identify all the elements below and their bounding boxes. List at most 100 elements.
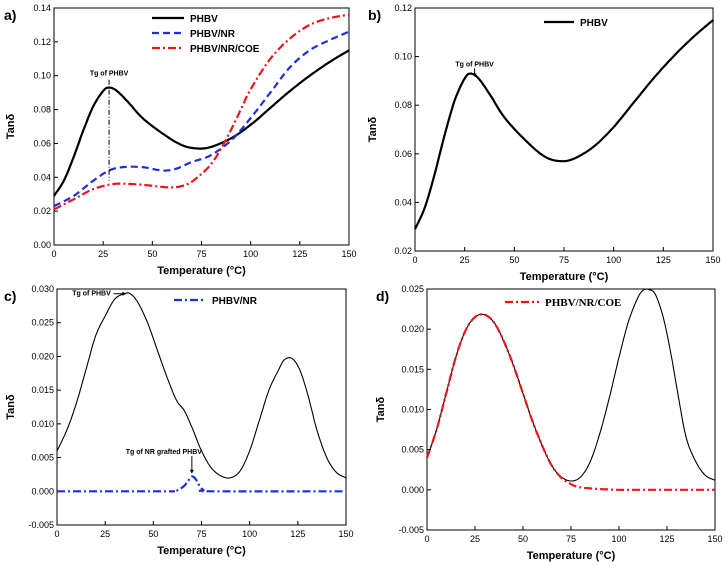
x-tick-label: 25 [470, 534, 480, 544]
y-tick-label: 0.08 [33, 105, 51, 115]
annotation-text: Tg of NR grafted PHBV [126, 449, 203, 456]
y-tick-label: 0.08 [394, 100, 412, 110]
y-tick-label: -0.005 [398, 525, 424, 535]
x-axis-title: Temperature (°C) [527, 550, 616, 562]
x-tick-label: 50 [518, 534, 528, 544]
x-tick-label: 25 [460, 255, 470, 265]
annotation-text: Tg of PHBV [90, 71, 129, 78]
series-line-phbv-nr [53, 30, 350, 208]
x-tick-label: 125 [659, 534, 674, 544]
x-tick-label: 100 [242, 529, 257, 539]
x-axis-title: Temperature (°C) [157, 545, 246, 557]
y-tick-label: -0.005 [28, 520, 54, 530]
x-tick-label: 125 [656, 255, 671, 265]
y-axis-title: Tanδ [5, 394, 17, 420]
legend-label: PHBV/NR [212, 296, 258, 307]
legend-label: PHBV/NR [190, 29, 236, 40]
y-tick-label: 0.015 [31, 385, 54, 395]
x-tick-label: 0 [412, 255, 417, 265]
y-tick-label: 0.030 [31, 284, 54, 294]
x-tick-label: 125 [292, 249, 307, 259]
panel-label: d) [376, 288, 389, 304]
annotation: Tg of PHBV [72, 291, 127, 298]
plot-frame [414, 7, 714, 252]
x-tick-label: 100 [243, 249, 258, 259]
y-axis-title: Tanδ [5, 113, 17, 139]
x-axis-title: Temperature (°C) [157, 265, 246, 277]
y-tick-label: 0.12 [394, 3, 412, 13]
y-tick-label: 0.02 [33, 206, 51, 216]
y-tick-label: 0.10 [394, 52, 412, 62]
series-line-phbv-nr-coe [425, 313, 716, 491]
y-tick-label: 0.04 [394, 197, 412, 207]
legend: PHBV/NR [174, 296, 258, 307]
y-tick-label: 0.000 [31, 486, 54, 496]
annotation-text: Tg of PHBV [72, 291, 111, 298]
y-tick-label: 0.14 [33, 3, 51, 13]
x-tick-label: 25 [100, 529, 110, 539]
panel-label: b) [368, 7, 381, 23]
series-line-phbv-nr [57, 475, 346, 493]
plot-frame [426, 288, 716, 531]
y-tick-label: 0.000 [401, 485, 424, 495]
panel-label: c) [4, 288, 16, 304]
legend-label: PHBV [580, 18, 608, 29]
annotation: Tg of NR grafted PHBV [126, 449, 203, 474]
x-tick-label: 125 [290, 529, 305, 539]
legend-label: PHBV [190, 14, 218, 25]
y-tick-label: 0.12 [33, 37, 51, 47]
series-line-phbv [53, 49, 350, 197]
x-tick-label: 150 [338, 529, 353, 539]
legend-label: PHBV/NR/COE [190, 44, 260, 55]
x-tick-label: 50 [148, 529, 158, 539]
y-tick-label: 0.005 [401, 445, 424, 455]
x-tick-label: 0 [54, 529, 59, 539]
x-tick-label: 75 [196, 249, 206, 259]
chart-panel-1: 0 25 50 75 100 125 150 0.00 0.02 0.04 0.06 0.08 0.10… [4, 3, 357, 277]
annotation-arrowhead [472, 73, 477, 77]
series-line-baseline [56, 292, 347, 479]
y-tick-label: 0.020 [401, 324, 424, 334]
y-tick-label: 0.10 [33, 71, 51, 81]
y-tick-label: 0.010 [31, 419, 54, 429]
y-tick-label: 0.010 [401, 405, 424, 415]
x-tick-label: 100 [611, 534, 626, 544]
series-line-phbv [414, 19, 715, 230]
x-tick-label: 75 [566, 534, 576, 544]
x-tick-label: 50 [509, 255, 519, 265]
y-tick-label: 0.005 [31, 453, 54, 463]
y-axis-title: Tanδ [375, 396, 387, 422]
x-tick-label: 50 [147, 249, 157, 259]
x-tick-label: 150 [707, 534, 722, 544]
panel-label: a) [4, 7, 16, 23]
chart-panel-2: 0 25 50 75 100 125 150 0.02 0.04 0.06 0.08 0.10 0.12… [367, 3, 721, 283]
series-line-baseline [426, 288, 716, 482]
chart-panel-4: 0 25 50 75 100 125 150 -0.005 0.000 0.005 0.010 0.0… [375, 284, 723, 562]
x-tick-label: 75 [196, 529, 206, 539]
y-axis-title: Tanδ [367, 116, 379, 142]
annotation-arrowhead [189, 469, 194, 474]
y-tick-label: 0.00 [33, 240, 51, 250]
y-tick-label: 0.04 [33, 172, 51, 182]
x-tick-label: 100 [606, 255, 621, 265]
x-tick-label: 0 [424, 534, 429, 544]
legend: PHBV/NR/COE [505, 297, 621, 309]
legend: PHBV PHBV/NR PHBV/NR/COE [152, 14, 260, 55]
y-tick-label: 0.02 [394, 246, 412, 256]
y-tick-label: 0.025 [401, 284, 424, 294]
annotation-arrowhead [122, 291, 127, 296]
series-line-phbv-nr-coe [53, 13, 350, 211]
x-tick-label: 75 [559, 255, 569, 265]
y-tick-label: 0.020 [31, 351, 54, 361]
annotation: Tg of PHBV [455, 61, 494, 77]
y-tick-label: 0.025 [31, 318, 54, 328]
x-tick-label: 0 [51, 249, 56, 259]
annotation-text: Tg of PHBV [455, 61, 494, 68]
annotation: Tg of PHBV [90, 71, 129, 181]
y-tick-label: 0.06 [33, 138, 51, 148]
x-tick-label: 150 [341, 249, 356, 259]
x-axis-title: Temperature (°C) [520, 271, 609, 283]
legend: PHBV [544, 18, 608, 29]
y-tick-label: 0.06 [394, 149, 412, 159]
